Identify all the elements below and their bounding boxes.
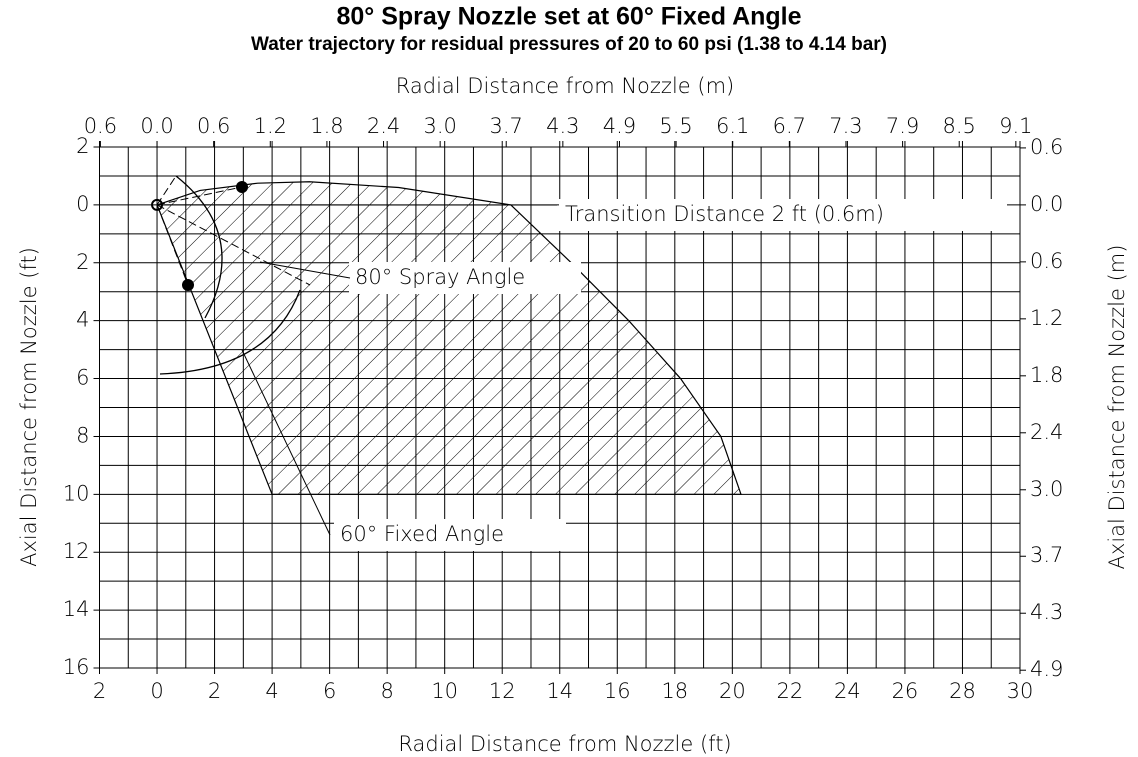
angle-arc xyxy=(159,175,301,375)
y-tick-label: 2 xyxy=(76,134,89,158)
y2-axis-label: Axial Distance from Nozzle (m) xyxy=(1105,245,1129,570)
y2-tick-label: 3.0 xyxy=(1030,477,1063,501)
y-tick-label: 8 xyxy=(76,423,89,447)
y2-tick-label: 0.6 xyxy=(1030,135,1063,159)
y2-tick-label: 0.0 xyxy=(1030,192,1063,216)
x-tick-label: 10 xyxy=(431,679,458,703)
annotation-box xyxy=(334,519,566,551)
x-tick-label: 2 xyxy=(208,679,221,703)
annotation: 60° Fixed Angle xyxy=(340,522,504,546)
y2-tick-label: 4.3 xyxy=(1030,600,1063,624)
x-tick-label: 2 xyxy=(93,679,106,703)
x2-tick-label: 2.4 xyxy=(367,114,400,138)
x2-tick-label: 0.0 xyxy=(140,114,173,138)
x-tick-label: 6 xyxy=(323,679,336,703)
annotation: Transition Distance 2 ft (0.6m) xyxy=(565,202,884,226)
x2-tick-label: 6.7 xyxy=(773,114,806,138)
y-tick-label: 0 xyxy=(76,192,89,216)
x2-tick-label: 1.2 xyxy=(254,114,287,138)
x2-tick-label: 0.6 xyxy=(197,114,230,138)
y-tick-label: 16 xyxy=(63,655,90,679)
y-tick-label: 6 xyxy=(76,366,89,390)
x-tick-label: 20 xyxy=(719,679,746,703)
annotation: 80° Spray Angle xyxy=(355,265,525,289)
y2-tick-label: 4.9 xyxy=(1030,657,1063,681)
x-tick-label: 4 xyxy=(265,679,278,703)
y2-tick-label: 1.2 xyxy=(1030,306,1063,330)
y2-tick-label: 1.8 xyxy=(1030,363,1063,387)
x2-tick-label: 9.1 xyxy=(999,114,1032,138)
x2-tick-label: 4.9 xyxy=(603,114,636,138)
y-tick-label: 14 xyxy=(63,597,90,621)
x2-tick-label: 5.5 xyxy=(659,114,692,138)
x-tick-label: 26 xyxy=(892,679,919,703)
y-axis-label: Axial Distance from Nozzle (ft) xyxy=(17,247,41,567)
x2-tick-label: 8.5 xyxy=(943,114,976,138)
y2-tick-label: 3.7 xyxy=(1030,543,1063,567)
y2-tick-label: 2.4 xyxy=(1030,420,1063,444)
x2-tick-label: 1.8 xyxy=(310,114,343,138)
y-tick-label: 2 xyxy=(76,250,89,274)
x2-tick-label: 7.3 xyxy=(829,114,862,138)
y2-tick-label: 0.6 xyxy=(1030,249,1063,273)
x2-tick-label: 3.0 xyxy=(423,114,456,138)
annotation-box xyxy=(559,199,1007,231)
y-tick-label: 4 xyxy=(76,308,89,332)
x2-tick-label: 6.1 xyxy=(716,114,749,138)
annotation-box xyxy=(349,262,581,294)
x2-tick-label: 3.7 xyxy=(490,114,523,138)
x-tick-label: 30 xyxy=(1007,679,1034,703)
x-axis-label: Radial Distance from Nozzle (ft) xyxy=(398,732,731,756)
chart-subtitle: Water trajectory for residual pressures … xyxy=(251,34,887,55)
chart-title: 80° Spray Nozzle set at 60° Fixed Angle xyxy=(336,3,801,31)
x-tick-label: 14 xyxy=(546,679,573,703)
x2-tick-label: 0.6 xyxy=(84,114,117,138)
x-tick-label: 28 xyxy=(949,679,976,703)
leader-line xyxy=(259,261,351,279)
x2-axis-label: Radial Distance from Nozzle (m) xyxy=(396,74,734,98)
x-tick-label: 8 xyxy=(380,679,393,703)
angle-line xyxy=(156,175,311,286)
x-tick-label: 12 xyxy=(489,679,516,703)
x-tick-label: 0 xyxy=(150,679,163,703)
x2-tick-label: 7.9 xyxy=(886,114,919,138)
x-tick-label: 22 xyxy=(777,679,804,703)
y-tick-label: 12 xyxy=(63,539,90,563)
y-tick-label: 10 xyxy=(63,481,90,505)
leader-line xyxy=(241,349,331,536)
x-tick-label: 16 xyxy=(604,679,631,703)
x2-tick-label: 4.3 xyxy=(546,114,579,138)
x-tick-label: 18 xyxy=(661,679,688,703)
x-tick-label: 24 xyxy=(834,679,861,703)
